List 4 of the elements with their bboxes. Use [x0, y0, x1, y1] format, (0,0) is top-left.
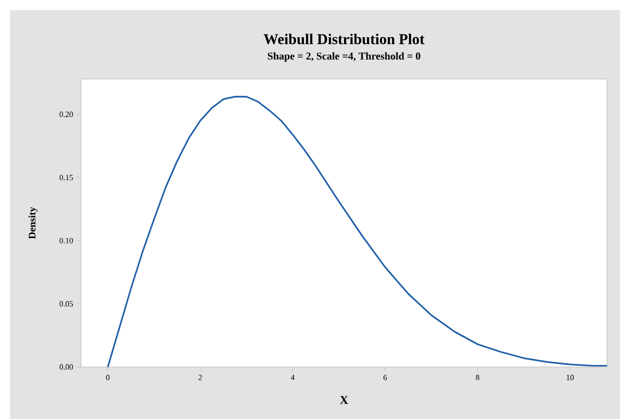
y-axis-title: Density — [28, 207, 38, 239]
chart-subtitle: Shape = 2, Scale =4, Threshold = 0 — [268, 52, 420, 62]
x-axis-title: X — [340, 396, 348, 404]
chart-title: Weibull Distribution Plot — [264, 34, 424, 44]
